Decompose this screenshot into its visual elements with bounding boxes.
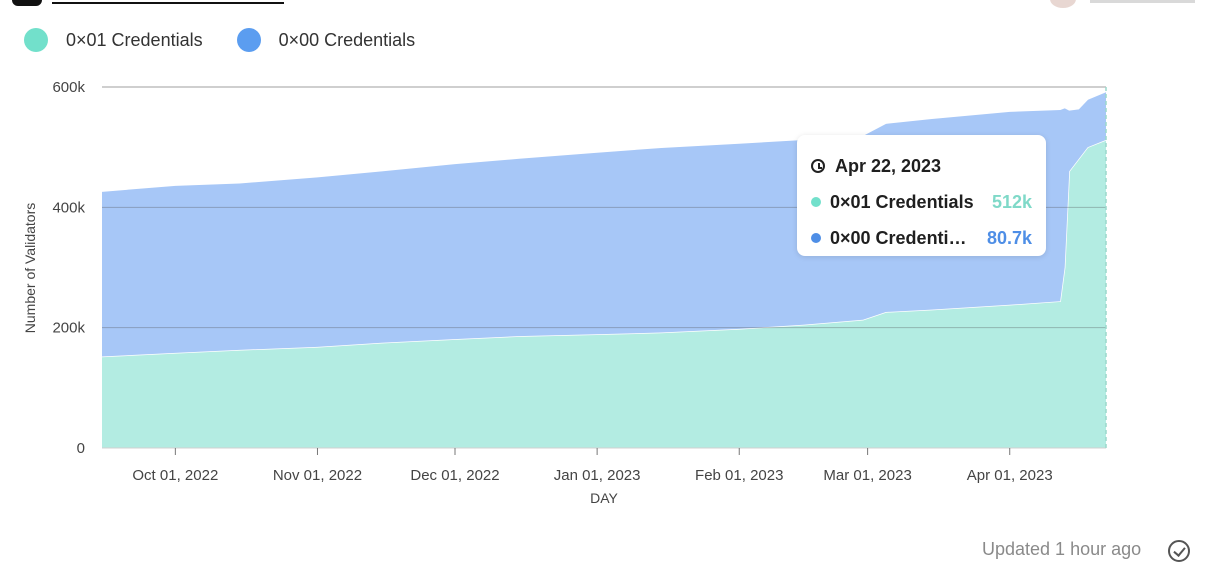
user-name-placeholder bbox=[1090, 0, 1195, 3]
x-tick-label: Mar 01, 2023 bbox=[823, 467, 911, 484]
tooltip-row-0x00: 0×00 Credenti… 80.7k bbox=[811, 220, 1032, 256]
x-tick-label: Nov 01, 2022 bbox=[273, 467, 362, 484]
y-tick-label: 200k bbox=[52, 320, 85, 337]
legend-item-0x01-credentials[interactable]: 0×01 Credentials bbox=[24, 28, 203, 52]
x-tick-label: Feb 01, 2023 bbox=[695, 467, 783, 484]
series-dot-icon bbox=[811, 197, 821, 207]
dashboard-title-underline bbox=[52, 2, 284, 4]
x-tick-label: Dec 01, 2022 bbox=[410, 467, 499, 484]
y-tick-label: 400k bbox=[52, 199, 85, 216]
chart-tooltip: Apr 22, 2023 0×01 Credentials 512k 0×00 … bbox=[797, 135, 1046, 256]
tooltip-date: Apr 22, 2023 bbox=[835, 155, 942, 176]
tooltip-series-name: 0×01 Credentials bbox=[830, 191, 974, 212]
tooltip-series-value: 80.7k bbox=[986, 227, 1032, 248]
clock-icon bbox=[811, 159, 825, 173]
check-circle-icon bbox=[1168, 540, 1190, 562]
series-dot-icon bbox=[811, 233, 821, 243]
chart-legend: 0×01 Credentials 0×00 Credentials bbox=[24, 28, 449, 52]
x-tick-label: Oct 01, 2022 bbox=[132, 467, 218, 484]
tooltip-series-name: 0×00 Credenti… bbox=[830, 227, 967, 248]
tooltip-series-value: 512k bbox=[991, 191, 1032, 212]
x-axis-title: DAY bbox=[590, 490, 618, 506]
tooltip-row-0x01: 0×01 Credentials 512k bbox=[811, 184, 1032, 220]
legend-swatch-icon bbox=[24, 28, 48, 52]
legend-item-0x00-credentials[interactable]: 0×00 Credentials bbox=[236, 28, 416, 52]
y-tick-label: 600k bbox=[52, 79, 85, 96]
x-tick-label: Jan 01, 2023 bbox=[554, 467, 641, 484]
tooltip-date-row: Apr 22, 2023 bbox=[811, 148, 1032, 184]
updated-timestamp: Updated 1 hour ago bbox=[982, 539, 1142, 559]
y-axis-title: Number of Validators bbox=[22, 203, 38, 333]
x-tick-label: Apr 01, 2023 bbox=[967, 467, 1053, 484]
app-logo-icon[interactable] bbox=[12, 0, 42, 6]
legend-swatch-icon bbox=[236, 28, 261, 52]
legend-label: 0×01 Credentials bbox=[66, 29, 203, 50]
area-0-01-credentials bbox=[102, 139, 1106, 448]
y-axis-ticks: 0 200k 400k 600k bbox=[52, 79, 85, 457]
y-tick-label: 0 bbox=[77, 440, 85, 457]
avatar[interactable] bbox=[1050, 0, 1076, 8]
legend-label: 0×00 Credentials bbox=[278, 29, 416, 50]
x-axis-ticks: Oct 01, 2022 Nov 01, 2022 Dec 01, 2022 Jan … bbox=[102, 447, 1106, 484]
